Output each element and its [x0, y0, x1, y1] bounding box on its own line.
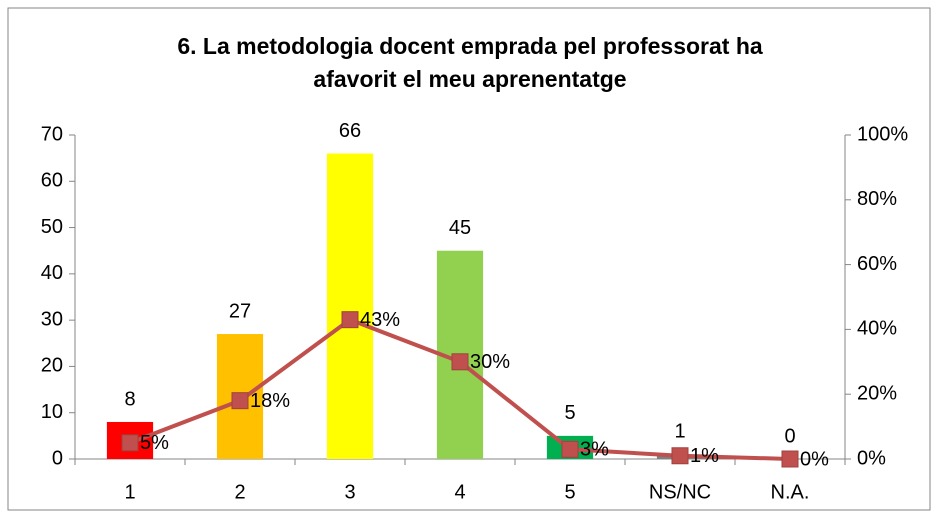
y-tick-label: 60: [41, 170, 63, 192]
line-label: 5%: [140, 432, 169, 454]
y2-tick-label: 60%: [857, 253, 897, 275]
y-tick-label: 10: [41, 401, 63, 423]
bar-label: 5: [564, 402, 575, 424]
x-tick-label: 1: [124, 481, 135, 503]
bar-label: 27: [229, 300, 251, 322]
line-label: 18%: [250, 390, 290, 412]
y-tick-label: 50: [41, 216, 63, 238]
chart-title: afavorit el meu aprenentatge: [313, 66, 626, 92]
line-marker: [341, 311, 359, 329]
line-marker: [451, 353, 469, 371]
y-tick-label: 70: [41, 123, 63, 145]
y-tick-label: 20: [41, 355, 63, 377]
y-tick-label: 0: [52, 447, 63, 469]
line-label: 43%: [360, 309, 400, 331]
x-tick-label: 2: [234, 481, 245, 503]
line-marker: [561, 440, 579, 458]
x-tick-label: 4: [454, 481, 465, 503]
x-tick-label: 3: [344, 481, 355, 503]
line-marker: [781, 450, 799, 468]
y2-tick-label: 40%: [857, 318, 897, 340]
line-label: 3%: [580, 439, 609, 461]
line-marker: [121, 434, 139, 452]
line-label: 0%: [800, 448, 829, 470]
x-tick-label: N.A.: [771, 481, 810, 503]
line-label: 1%: [690, 445, 719, 467]
bar: [326, 153, 374, 459]
line-marker: [671, 447, 689, 465]
y2-tick-label: 80%: [857, 188, 897, 210]
chart-title: 6. La metodologia docent emprada pel pro…: [177, 33, 763, 59]
x-tick-label: 5: [564, 481, 575, 503]
bar-label: 1: [674, 421, 685, 443]
line-label: 30%: [470, 351, 510, 373]
bar-label: 0: [784, 425, 795, 447]
bar-label: 45: [449, 217, 471, 239]
x-tick-label: NS/NC: [649, 481, 711, 503]
y-tick-label: 40: [41, 262, 63, 284]
y2-tick-label: 0%: [857, 447, 886, 469]
bar-label: 8: [124, 388, 135, 410]
y2-tick-label: 20%: [857, 382, 897, 404]
line-marker: [231, 392, 249, 410]
bar-label: 66: [339, 120, 361, 142]
y-tick-label: 30: [41, 308, 63, 330]
y2-tick-label: 100%: [857, 123, 908, 145]
